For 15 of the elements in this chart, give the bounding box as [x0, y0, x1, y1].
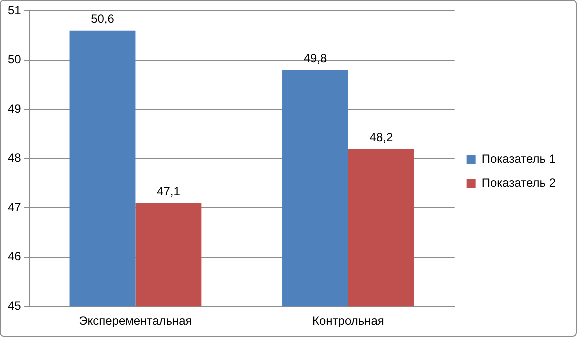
y-tick-label: 46: [8, 250, 22, 264]
y-tick-label: 50: [8, 52, 22, 67]
y-tick-label: 45: [8, 298, 22, 313]
data-label: 50,6: [91, 12, 115, 26]
data-label: 49,8: [304, 52, 328, 66]
data-label: 48,2: [370, 130, 394, 144]
legend-label: Показатель 2: [482, 176, 556, 190]
y-tick-label: 51: [8, 4, 22, 18]
y-tick-label: 49: [8, 102, 22, 116]
data-label: 47,1: [157, 184, 181, 199]
x-tick-label: Контрольная: [312, 314, 384, 328]
legend-label: Показатель 1: [482, 152, 556, 166]
y-tick-label: 47: [8, 200, 22, 214]
y-tick-label: 48: [8, 151, 22, 166]
x-tick-label: Эксперементальная: [79, 314, 192, 328]
